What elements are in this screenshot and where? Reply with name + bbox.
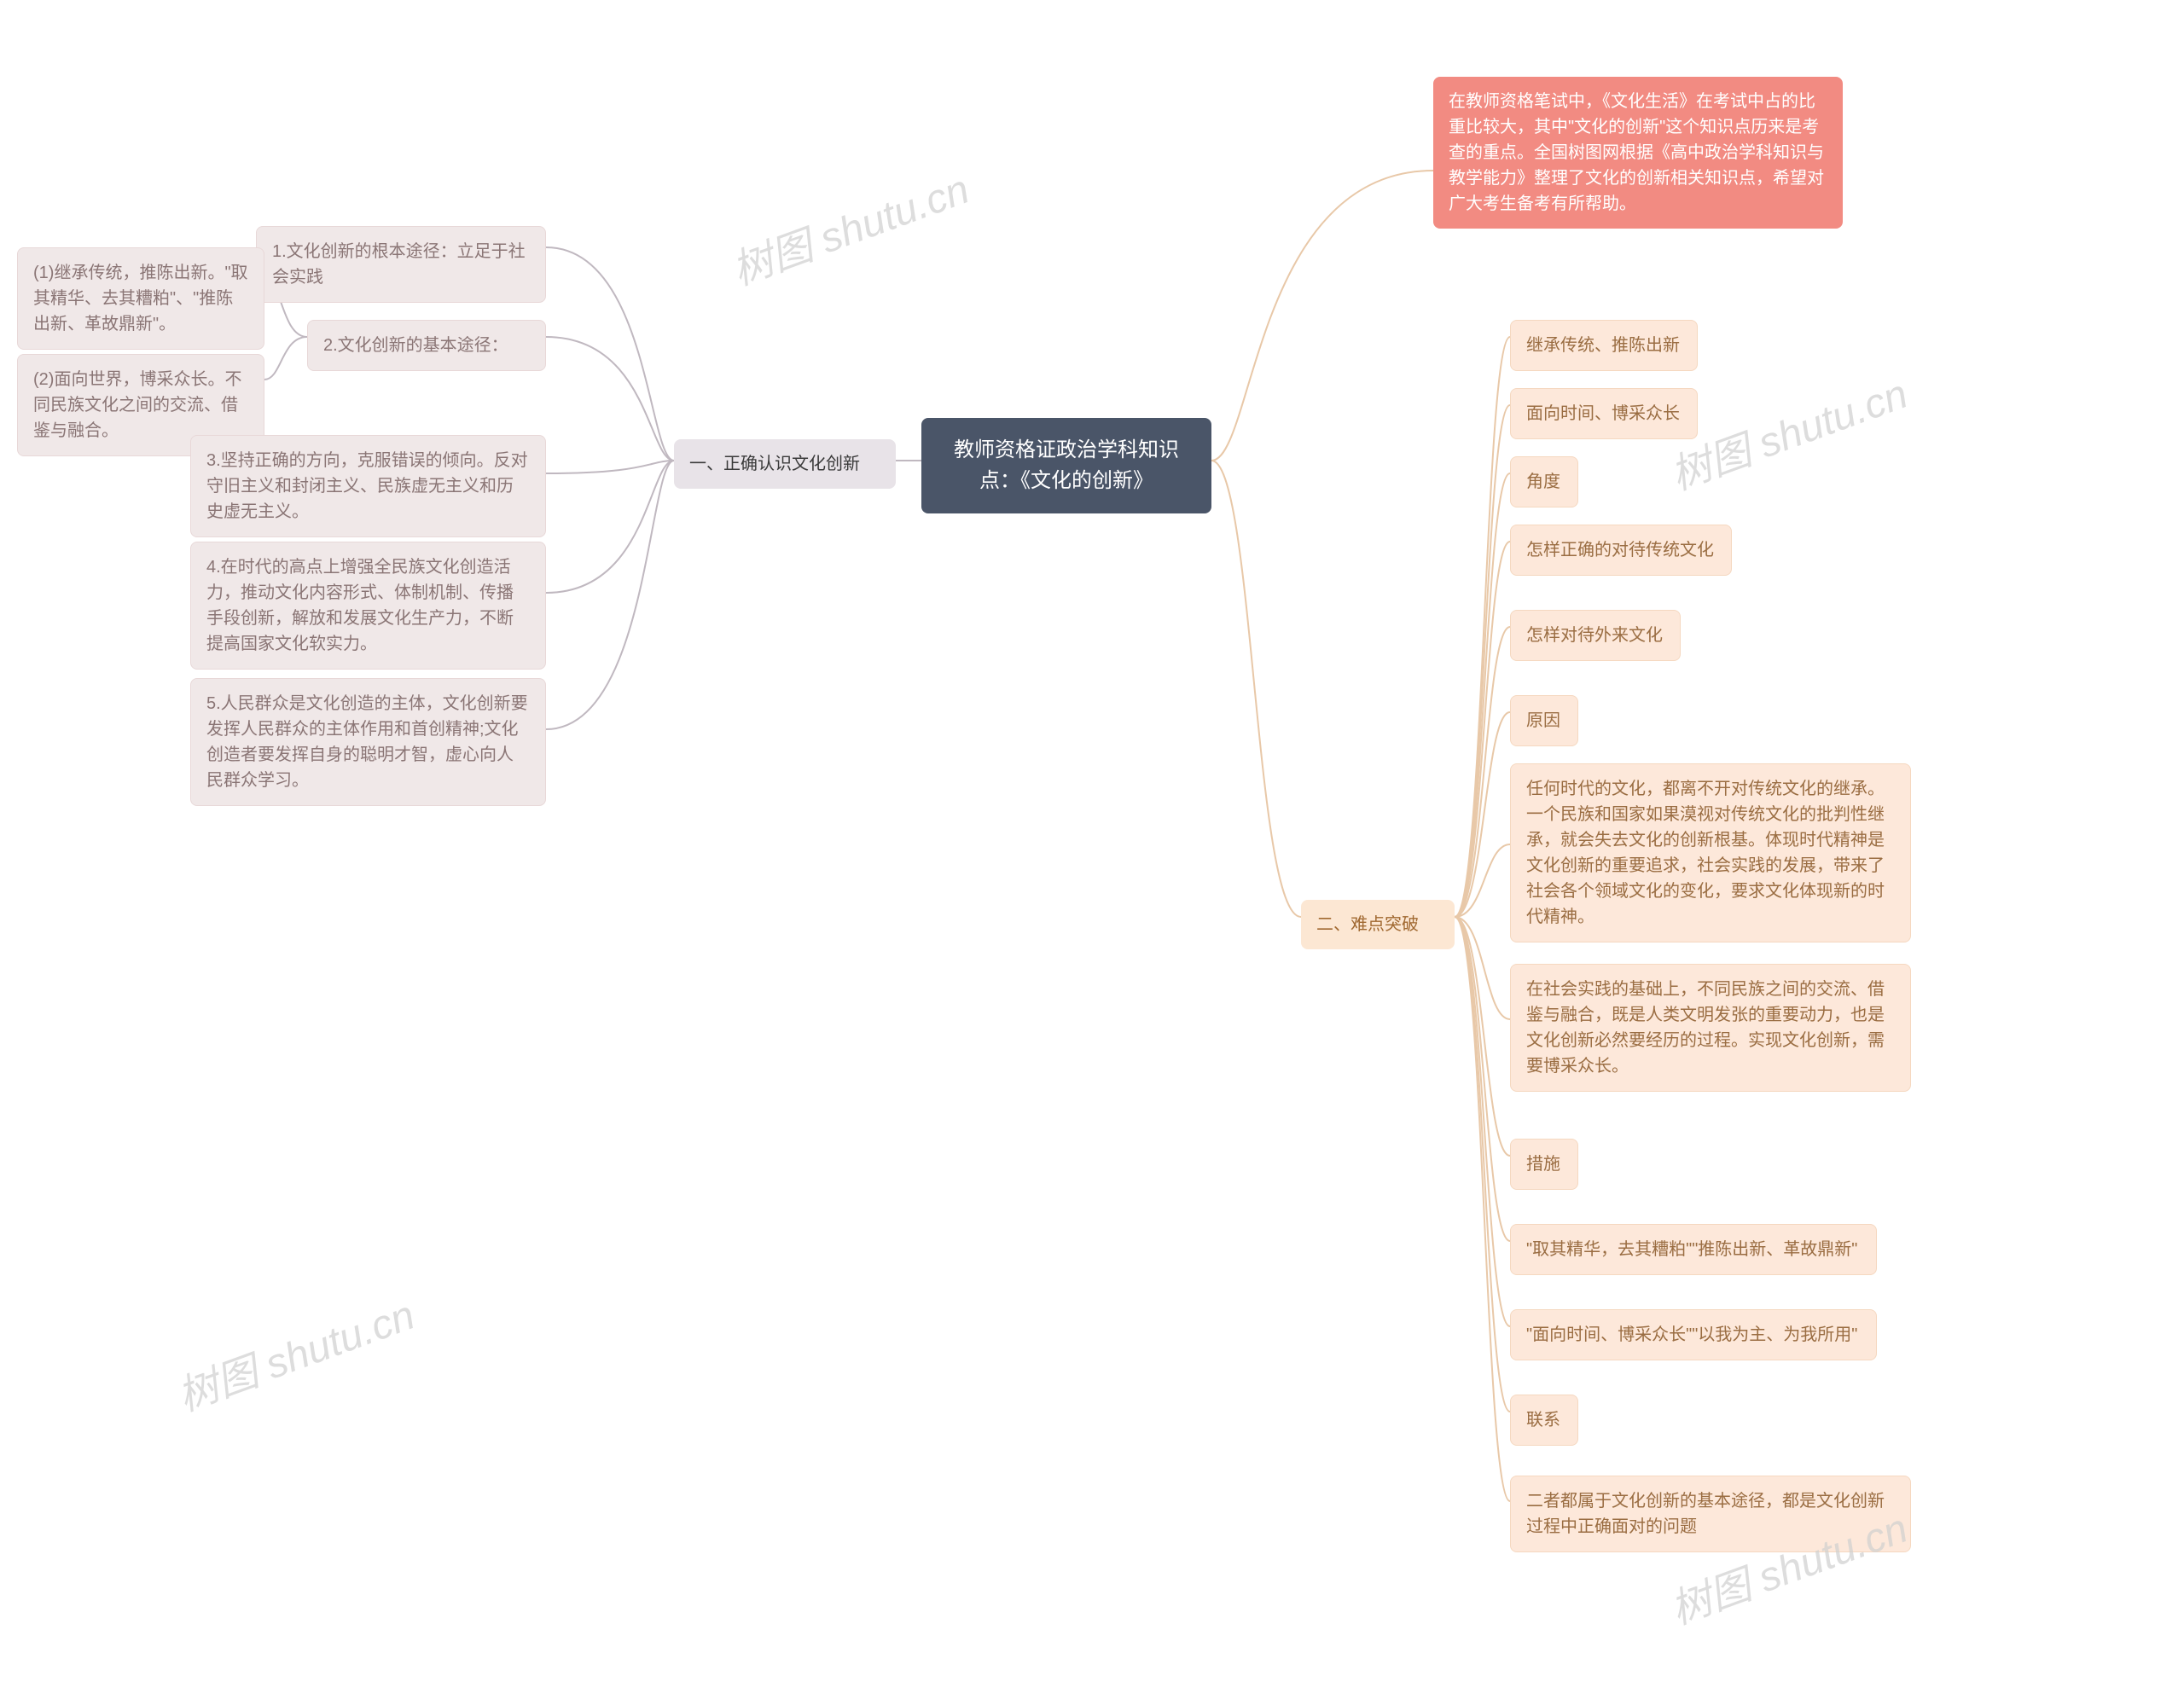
right-item-13-text: 二者都属于文化创新的基本途径，都是文化创新过程中正确面对的问题	[1526, 1492, 1885, 1536]
left-item-5: 5.人民群众是文化创造的主体，文化创新要发挥人民群众的主体作用和首创精神;文化创…	[190, 678, 546, 806]
right-item-8: 在社会实践的基础上，不同民族之间的交流、借鉴与融合，既是人类文明发张的重要动力，…	[1510, 964, 1911, 1092]
left-item-1: 1.文化创新的根本途径：立足于社会实践	[256, 226, 546, 303]
left-item-3-text: 3.坚持正确的方向，克服错误的倾向。反对守旧主义和封闭主义、民族虚无主义和历史虚…	[206, 451, 528, 521]
right-item-9: 措施	[1510, 1139, 1578, 1190]
right-item-4: 怎样正确的对待传统文化	[1510, 525, 1732, 576]
watermark-3: 树图 shutu.cn	[168, 1281, 421, 1422]
left-item-4: 4.在时代的高点上增强全民族文化创造活力，推动文化内容形式、体制机制、传播手段创…	[190, 542, 546, 670]
left-item-1-text: 1.文化创新的根本途径：立足于社会实践	[272, 242, 526, 287]
right-item-2-text: 面向时间、博采众长	[1526, 404, 1680, 423]
right-item-11: "面向时间、博采众长""以我为主、为我所用"	[1510, 1309, 1877, 1360]
intro-text: 在教师资格笔试中，《文化生活》在考试中占的比重比较大，其中"文化的创新"这个知识…	[1449, 92, 1824, 213]
right-item-5-text: 怎样对待外来文化	[1526, 626, 1663, 645]
left-item-5-text: 5.人民群众是文化创造的主体，文化创新要发挥人民群众的主体作用和首创精神;文化创…	[206, 694, 528, 790]
left-item-3: 3.坚持正确的方向，克服错误的倾向。反对守旧主义和封闭主义、民族虚无主义和历史虚…	[190, 435, 546, 537]
center-node: 教师资格证政治学科知识点：《文化的创新》	[921, 418, 1211, 513]
left-branch-label: 一、正确认识文化创新	[689, 455, 860, 473]
left-item-2b-text: (2)面向世界，博采众长。不同民族文化之间的交流、借鉴与融合。	[33, 370, 241, 440]
right-item-3: 角度	[1510, 456, 1578, 507]
center-title: 教师资格证政治学科知识点：《文化的创新》	[954, 438, 1179, 492]
right-item-3-text: 角度	[1526, 473, 1560, 491]
intro-box: 在教师资格笔试中，《文化生活》在考试中占的比重比较大，其中"文化的创新"这个知识…	[1433, 77, 1843, 229]
left-item-2: 2.文化创新的基本途径：	[307, 320, 546, 371]
left-item-2-text: 2.文化创新的基本途径：	[323, 336, 508, 355]
right-item-2: 面向时间、博采众长	[1510, 388, 1698, 439]
right-item-6-text: 原因	[1526, 711, 1560, 730]
right-item-12-text: 联系	[1526, 1411, 1560, 1430]
right-item-5: 怎样对待外来文化	[1510, 610, 1681, 661]
left-item-4-text: 4.在时代的高点上增强全民族文化创造活力，推动文化内容形式、体制机制、传播手段创…	[206, 558, 514, 653]
right-item-7-text: 任何时代的文化，都离不开对传统文化的继承。一个民族和国家如果漠视对传统文化的批判…	[1526, 780, 1885, 926]
right-item-4-text: 怎样正确的对待传统文化	[1526, 541, 1714, 560]
right-item-7: 任何时代的文化，都离不开对传统文化的继承。一个民族和国家如果漠视对传统文化的批判…	[1510, 763, 1911, 942]
watermark-1: 树图 shutu.cn	[723, 155, 976, 296]
right-item-6: 原因	[1510, 695, 1578, 746]
right-item-1-text: 继承传统、推陈出新	[1526, 336, 1680, 355]
left-item-2a: (1)继承传统，推陈出新。"取其精华、去其糟粕"、"推陈出新、革故鼎新"。	[17, 247, 264, 350]
watermark-2: 树图 shutu.cn	[1661, 360, 1914, 501]
right-item-9-text: 措施	[1526, 1155, 1560, 1174]
right-item-10-text: "取其精华，去其糟粕""推陈出新、革故鼎新"	[1526, 1240, 1857, 1259]
right-item-8-text: 在社会实践的基础上，不同民族之间的交流、借鉴与融合，既是人类文明发张的重要动力，…	[1526, 980, 1885, 1076]
right-item-1: 继承传统、推陈出新	[1510, 320, 1698, 371]
right-item-12: 联系	[1510, 1395, 1578, 1446]
right-item-13: 二者都属于文化创新的基本途径，都是文化创新过程中正确面对的问题	[1510, 1476, 1911, 1552]
right-branch-2: 二、难点突破	[1301, 900, 1455, 949]
left-branch-1: 一、正确认识文化创新	[674, 439, 896, 489]
right-branch-label: 二、难点突破	[1316, 915, 1419, 934]
right-item-11-text: "面向时间、博采众长""以我为主、为我所用"	[1526, 1325, 1857, 1344]
right-item-10: "取其精华，去其糟粕""推陈出新、革故鼎新"	[1510, 1224, 1877, 1275]
left-item-2a-text: (1)继承传统，推陈出新。"取其精华、去其糟粕"、"推陈出新、革故鼎新"。	[33, 264, 248, 333]
